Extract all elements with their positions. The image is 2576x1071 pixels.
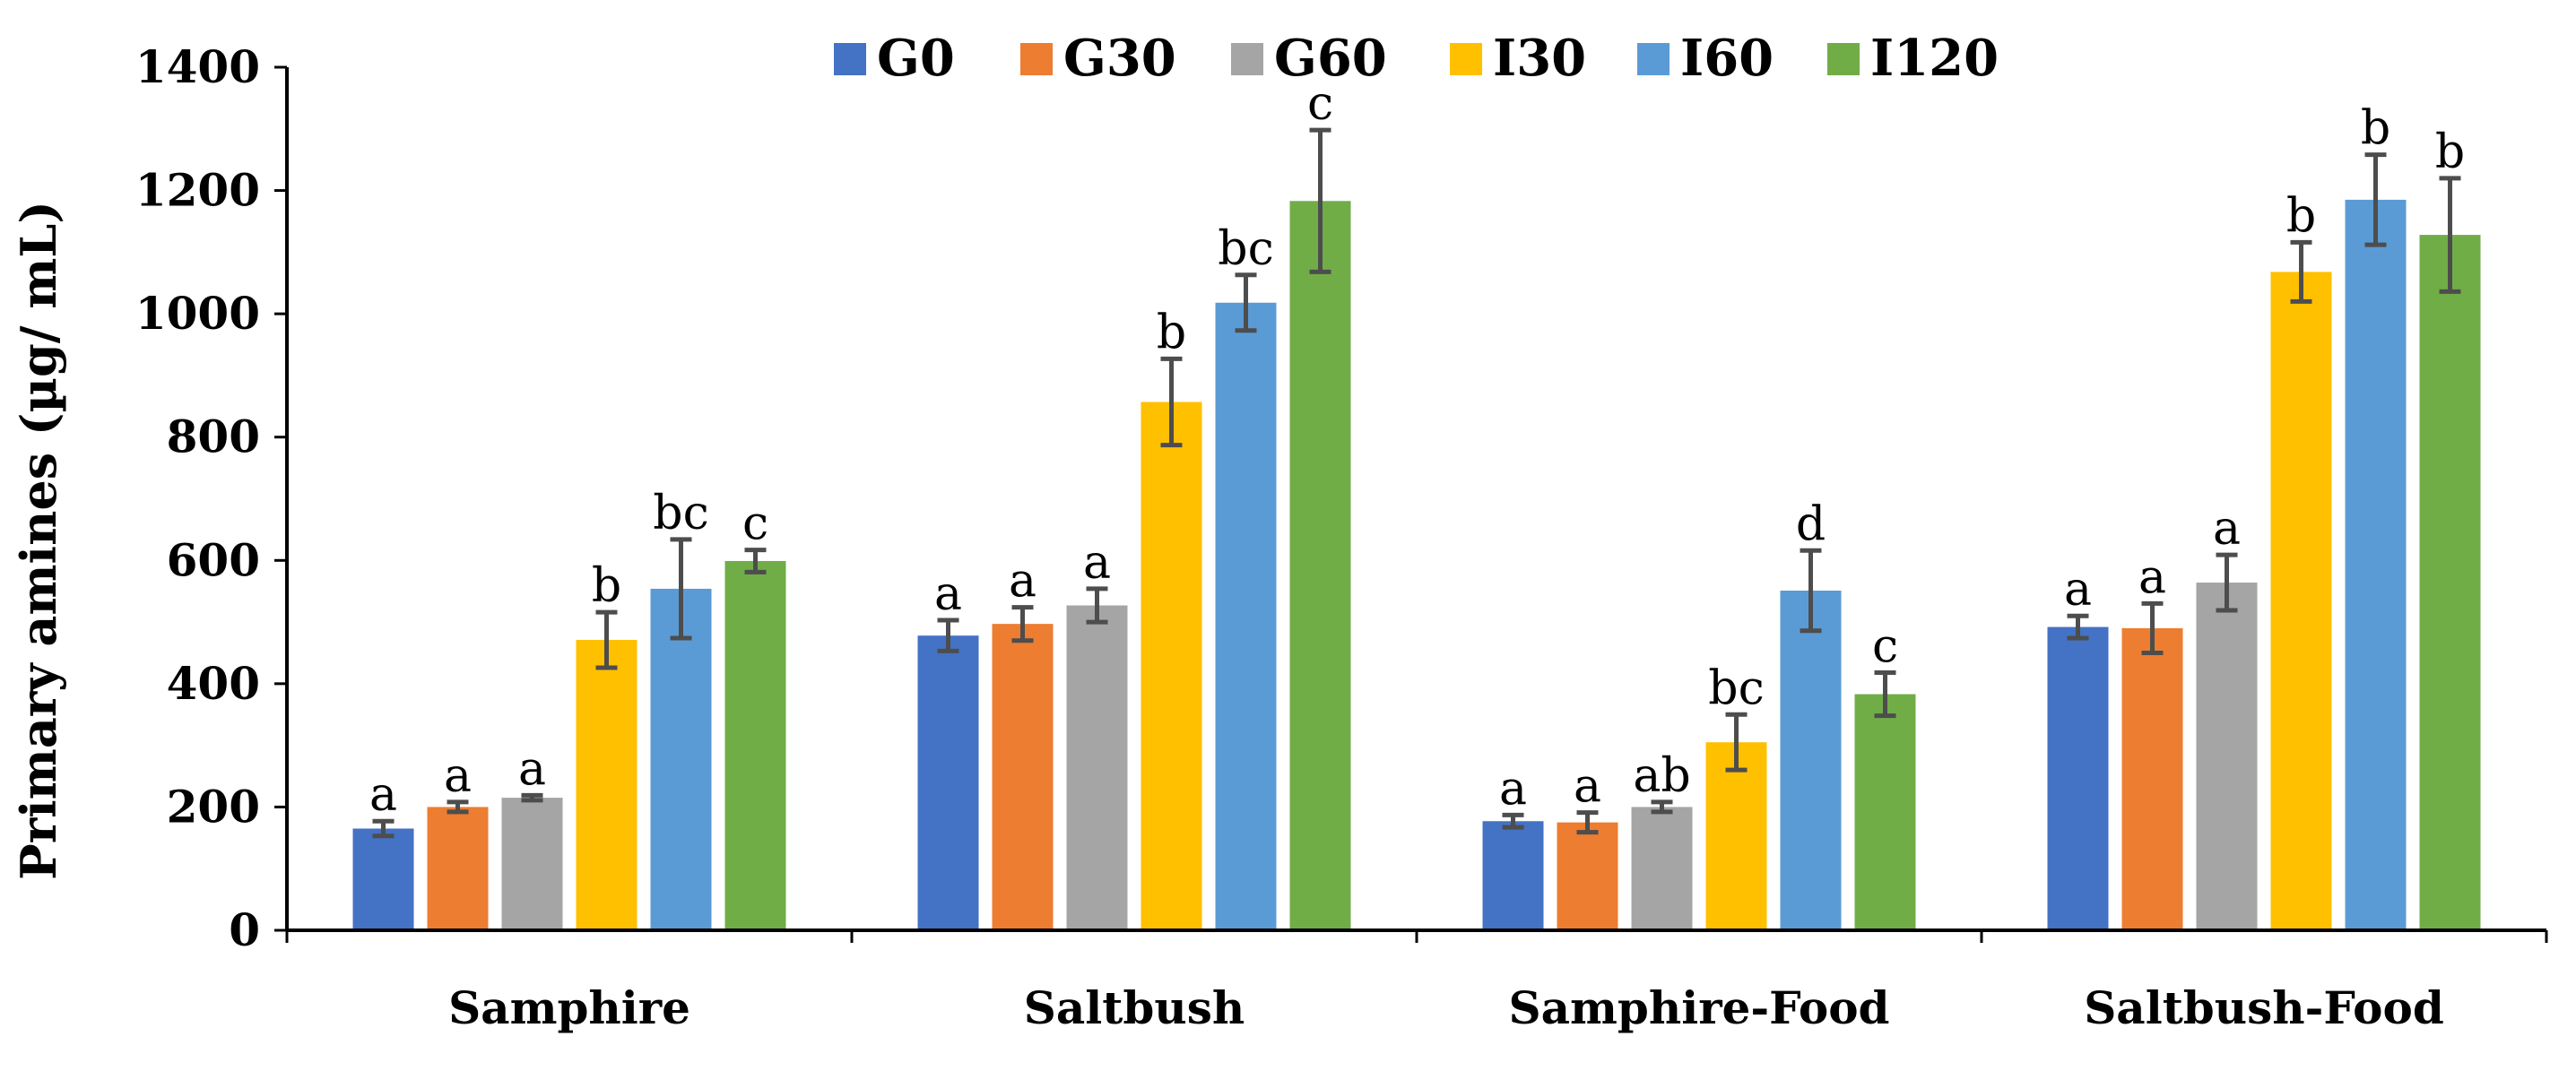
significance-label: b bbox=[2435, 125, 2465, 179]
bar bbox=[576, 640, 637, 930]
bar bbox=[1705, 742, 1767, 930]
legend-label: G60 bbox=[1274, 29, 1387, 88]
y-tick-label: 1000 bbox=[135, 287, 260, 340]
bar bbox=[2345, 199, 2407, 930]
axes bbox=[285, 67, 2548, 943]
significance-label: a bbox=[1574, 760, 1601, 814]
legend-swatch bbox=[1827, 43, 1860, 75]
legend: G0 G30 G60 I30 I60 I120 bbox=[834, 29, 1999, 88]
bar bbox=[2047, 626, 2109, 930]
bar bbox=[1289, 201, 1351, 930]
bar bbox=[2121, 627, 2183, 930]
category-label: Saltbush-Food bbox=[2084, 981, 2444, 1034]
bar bbox=[917, 635, 979, 930]
bar bbox=[2270, 272, 2332, 931]
significance-label: b bbox=[592, 559, 621, 613]
bar bbox=[1557, 822, 1618, 930]
legend-label: I120 bbox=[1870, 29, 1999, 88]
category-label: Samphire bbox=[448, 981, 690, 1034]
category-label: Samphire-Food bbox=[1508, 981, 1889, 1034]
significance-label: bc bbox=[1218, 222, 1273, 276]
significance-label: bc bbox=[1708, 661, 1764, 715]
y-tick-label: 800 bbox=[167, 410, 260, 463]
category-labels: Samphire Saltbush Samphire-Food Saltbush-Fo… bbox=[448, 981, 2444, 1034]
significance-label: bc bbox=[653, 487, 708, 540]
y-axis-ticks: 0 200 400 600 800 1000 1200 1400 bbox=[135, 40, 287, 956]
significance-label: a bbox=[2138, 550, 2166, 604]
significance-label: b bbox=[2286, 189, 2316, 243]
significance-label: a bbox=[934, 567, 962, 621]
bar bbox=[724, 560, 786, 930]
significance-label: c bbox=[1307, 77, 1333, 131]
y-tick-label: 1200 bbox=[135, 164, 260, 217]
y-axis-label-group: Primary amines (µg/ mL) bbox=[10, 201, 67, 880]
significance-label: c bbox=[742, 497, 768, 551]
bar bbox=[1215, 302, 1277, 930]
significance-label: ab bbox=[1633, 749, 1690, 803]
y-tick-label: 0 bbox=[229, 903, 260, 956]
significance-label: a bbox=[2213, 502, 2241, 556]
legend-swatch bbox=[834, 43, 866, 75]
bar bbox=[650, 588, 712, 930]
category-label: Saltbush bbox=[1024, 981, 1245, 1034]
legend-label: G30 bbox=[1063, 29, 1176, 88]
significance-label: c bbox=[1872, 619, 1898, 673]
legend-swatch bbox=[1231, 43, 1263, 75]
significance-label: a bbox=[1009, 555, 1036, 609]
y-tick-label: 1400 bbox=[135, 40, 260, 93]
bar bbox=[2196, 583, 2258, 930]
legend-swatch bbox=[1637, 43, 1670, 75]
bar bbox=[501, 798, 563, 930]
significance-label: a bbox=[1083, 536, 1111, 590]
significance-label: a bbox=[369, 768, 397, 822]
bar bbox=[2419, 235, 2481, 930]
error-bars bbox=[372, 127, 2461, 839]
legend-label: I30 bbox=[1493, 29, 1586, 88]
legend-label: G0 bbox=[877, 29, 955, 88]
bars bbox=[352, 199, 2481, 931]
y-tick-label: 400 bbox=[167, 657, 260, 710]
significance-label: a bbox=[444, 749, 472, 803]
bar bbox=[352, 828, 414, 930]
bar bbox=[1066, 605, 1128, 930]
bar bbox=[1780, 590, 1842, 930]
legend-swatch bbox=[1020, 43, 1053, 75]
bar bbox=[992, 624, 1054, 930]
y-tick-label: 600 bbox=[167, 533, 260, 586]
significance-label: d bbox=[1796, 497, 1826, 551]
significance-label: a bbox=[518, 742, 546, 796]
y-axis-label: Primary amines (µg/ mL) bbox=[10, 201, 67, 880]
legend-label: I60 bbox=[1680, 29, 1774, 88]
y-tick-label: 200 bbox=[167, 780, 260, 833]
bar bbox=[427, 807, 489, 930]
bar bbox=[1631, 807, 1693, 930]
significance-label: a bbox=[2064, 563, 2092, 617]
bar bbox=[1141, 402, 1202, 930]
legend-swatch bbox=[1450, 43, 1482, 75]
significance-label: b bbox=[2361, 102, 2390, 156]
significance-label: a bbox=[1499, 762, 1527, 816]
bar bbox=[1482, 821, 1544, 930]
significance-label: b bbox=[1157, 306, 1186, 359]
bar bbox=[1854, 694, 1916, 930]
